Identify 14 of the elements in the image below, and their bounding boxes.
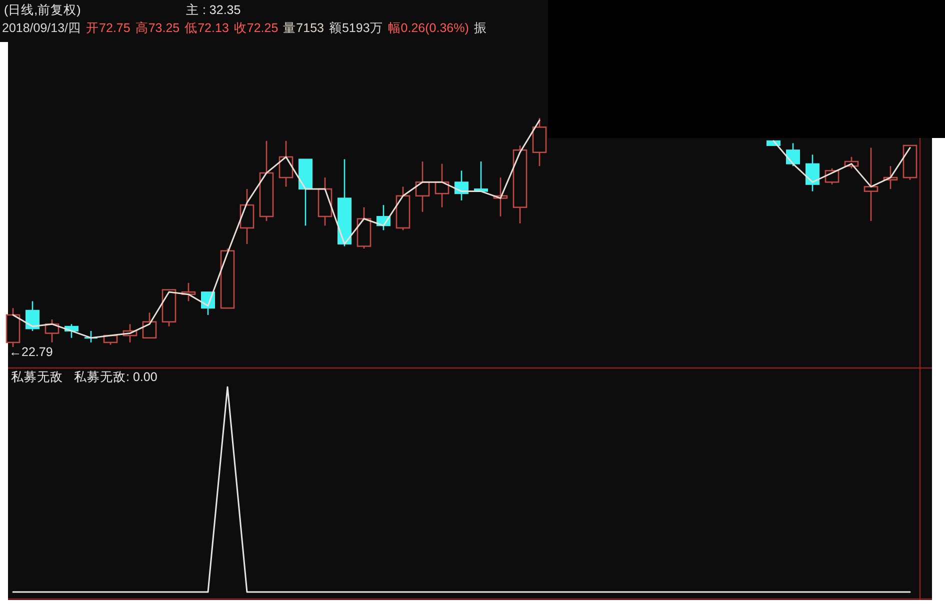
annotation: 额5193万	[328, 21, 383, 35]
annotation: 收72.25	[234, 21, 278, 35]
title: (日线,前复权)	[4, 3, 81, 17]
annotation: 低72.13	[184, 21, 229, 35]
annotation: 主 : 32.35	[186, 3, 241, 17]
annotation: 幅0.26(0.36%)	[388, 21, 469, 35]
title: 私募无敌	[11, 370, 63, 384]
annotation: 高73.25	[135, 21, 180, 35]
annotation: 私募无敌: 0.00	[74, 370, 158, 384]
annotation: 开72.75	[86, 21, 130, 35]
annotation: 2018/09/13/四	[2, 21, 82, 35]
annotation: 振	[474, 21, 487, 35]
annotation: 量7153	[283, 21, 324, 35]
annotation: ←22.79	[9, 345, 53, 359]
